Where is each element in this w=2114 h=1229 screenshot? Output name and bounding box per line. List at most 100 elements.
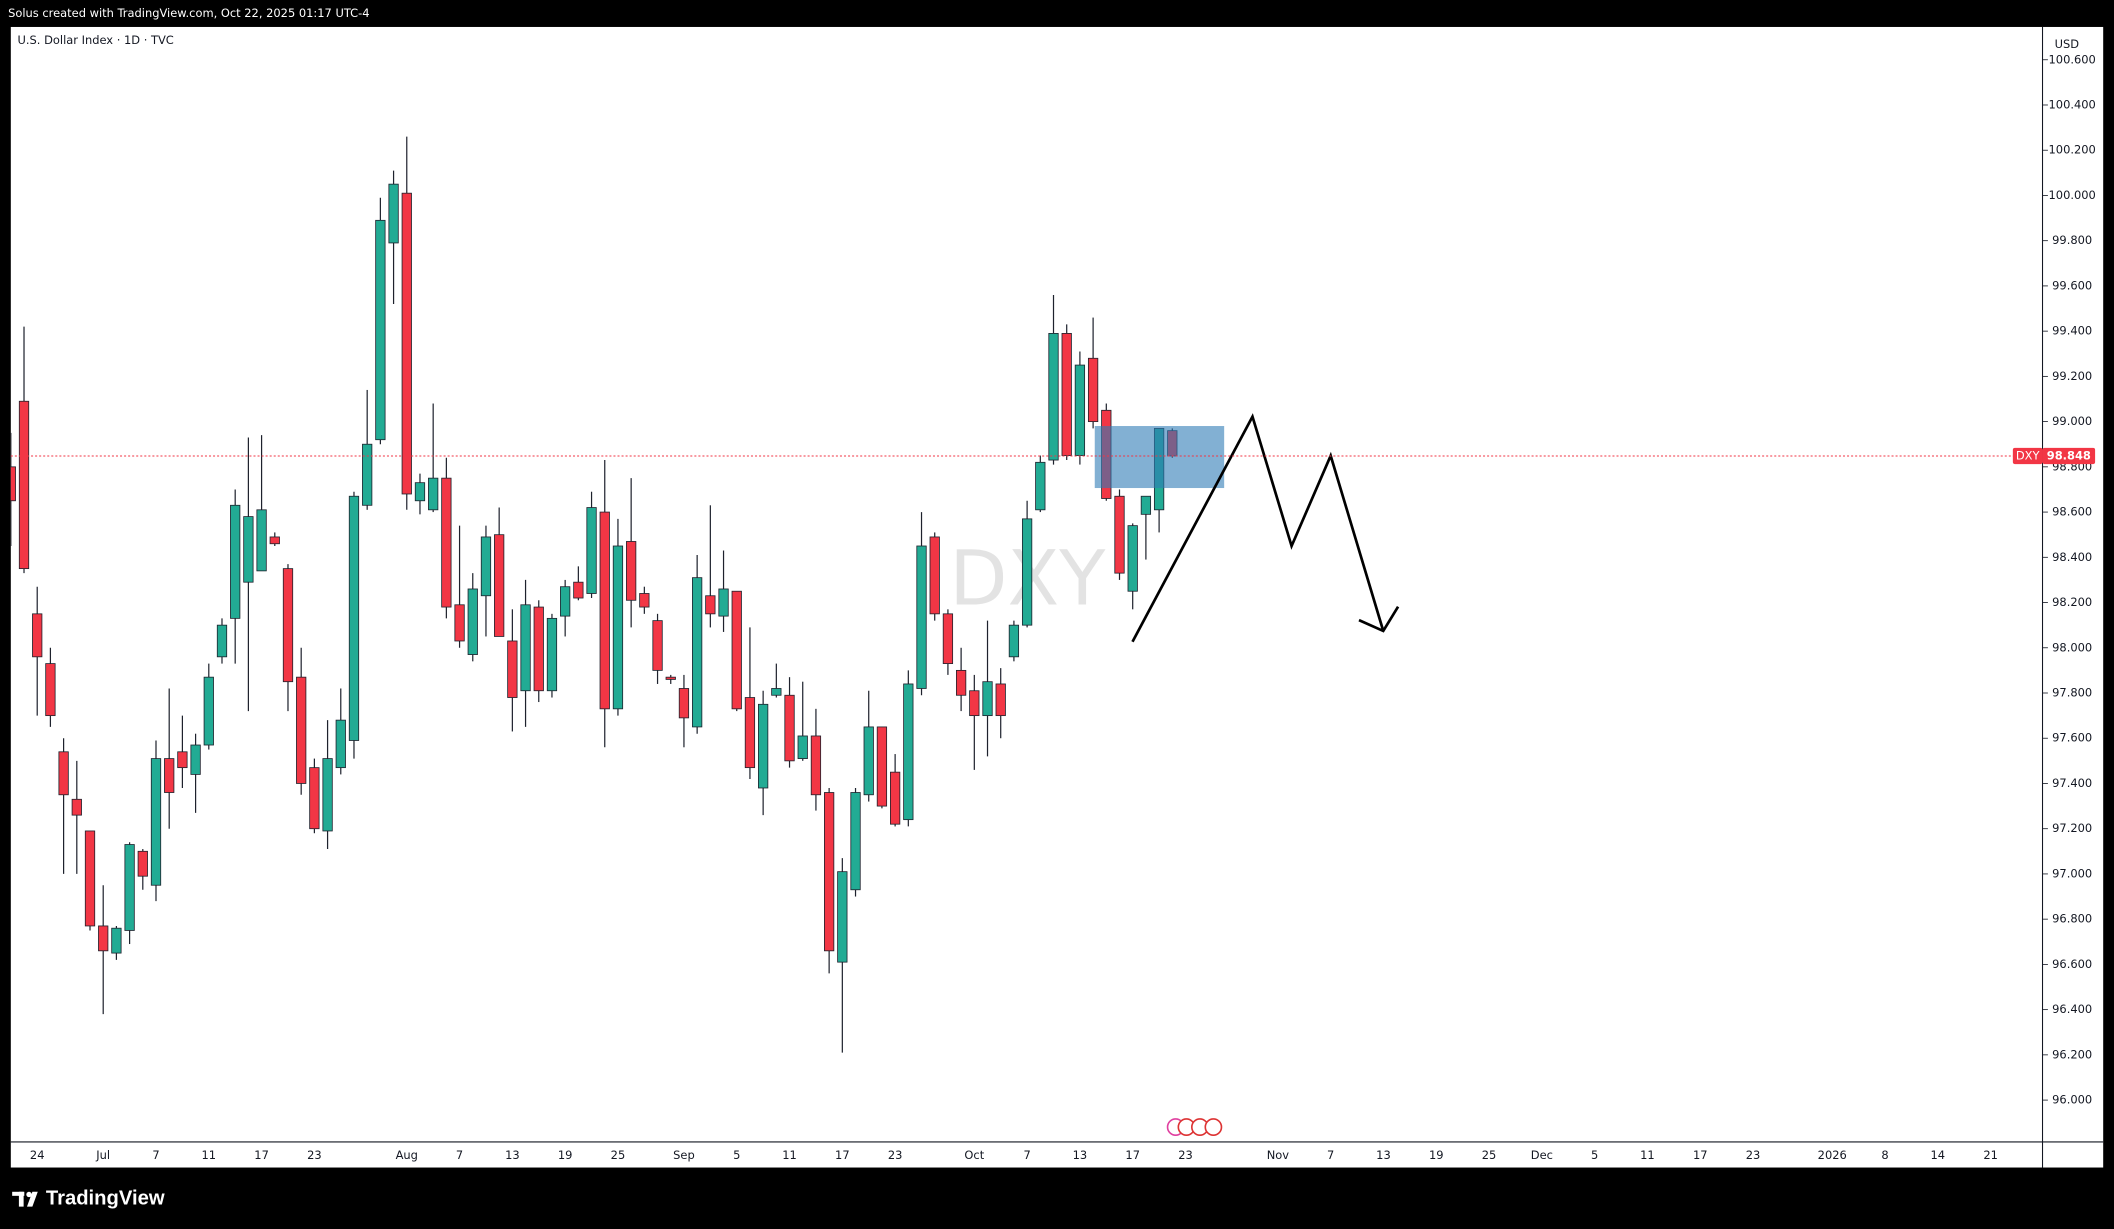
candle-body: [1127, 525, 1138, 592]
x-tick-label: 23: [1178, 1148, 1193, 1162]
x-tick-label: 5: [733, 1148, 740, 1162]
candle-body: [322, 758, 333, 832]
candle-body: [652, 620, 663, 671]
candle-body: [494, 534, 505, 637]
x-tick-label: 17: [1693, 1148, 1708, 1162]
x-tick-label: 7: [152, 1148, 159, 1162]
candle-body: [678, 688, 690, 719]
x-tick-label: 17: [254, 1148, 269, 1162]
candle-body: [784, 694, 795, 762]
x-tick-label: 23: [1746, 1148, 1761, 1162]
zone: [1094, 426, 1225, 489]
candle-body: [216, 624, 228, 658]
candle-body: [626, 541, 637, 601]
y-tick-label: 99.000: [2052, 414, 2092, 428]
x-tick-label: 23: [888, 1148, 903, 1162]
credit: Solus created with TradingView.com, Oct …: [8, 6, 369, 20]
candle-body: [10, 466, 16, 502]
y-tick-label: 99.600: [2052, 278, 2092, 292]
x-tick-label: 11: [1640, 1148, 1655, 1162]
candle-body: [32, 613, 43, 658]
candle-body: [916, 545, 927, 689]
candle-body: [665, 676, 676, 680]
candle-body: [309, 767, 320, 830]
candle-body: [256, 509, 267, 572]
candle-body: [533, 606, 544, 692]
y-tick-label: 98.200: [2052, 595, 2092, 609]
x-tick-label: 2026: [1818, 1148, 1847, 1162]
candle-body: [876, 726, 888, 807]
candle-body: [454, 604, 465, 642]
x-tick-label: Sep: [673, 1148, 695, 1162]
x-tick-label: 5: [1591, 1148, 1598, 1162]
candle-body: [362, 443, 373, 506]
logo: TradingView: [12, 1188, 165, 1210]
x-tick-label: 11: [202, 1148, 217, 1162]
candle-body: [837, 871, 848, 963]
candle-body: [243, 516, 254, 583]
projection-arrow: [1358, 605, 1400, 633]
candle-body: [1087, 357, 1099, 423]
candle-body: [863, 726, 874, 796]
event-icon[interactable]: [1204, 1118, 1223, 1136]
candle-body: [282, 568, 294, 683]
candle-body: [269, 536, 280, 545]
x-tick-label: Oct: [964, 1148, 984, 1162]
candle-body: [203, 676, 214, 746]
x-tick-label: 25: [1482, 1148, 1497, 1162]
x-tick-label: 17: [1125, 1148, 1140, 1162]
x-tick-label: Aug: [396, 1148, 418, 1162]
x-tick-label: 7: [1023, 1148, 1030, 1162]
x-tick-label: 14: [1931, 1148, 1946, 1162]
currency: USD: [2055, 37, 2080, 51]
chart-area: [10, 26, 2104, 1168]
y-tick-label: 100.200: [2049, 143, 2096, 157]
x-tick-label: 17: [835, 1148, 850, 1162]
y-tick-label: 98.600: [2052, 505, 2092, 519]
x-tick-label: Nov: [1267, 1148, 1290, 1162]
y-tick-label: 97.400: [2052, 776, 2092, 790]
candle-body: [150, 758, 162, 886]
y-tick-label: 97.800: [2052, 686, 2092, 700]
candle-body: [903, 683, 914, 821]
y-tick-label: 97.200: [2052, 821, 2092, 835]
candle-body: [507, 640, 518, 698]
candle-body: [1021, 518, 1033, 626]
last-price-label: 98.848: [2047, 448, 2091, 462]
y-tick-label: 100.000: [2049, 188, 2096, 202]
candle-body: [705, 595, 716, 615]
candle-body: [137, 850, 148, 877]
candle-body: [824, 792, 835, 952]
y-tick-label: 99.400: [2052, 324, 2092, 338]
candle-body: [84, 830, 96, 927]
candle-body: [401, 192, 412, 495]
candle-body: [111, 927, 122, 954]
candle-body: [164, 758, 175, 793]
candle-body: [45, 663, 56, 717]
candle-body: [599, 511, 610, 710]
logo-part: [18, 1191, 24, 1207]
event-icons[interactable]: [1166, 1118, 1223, 1136]
x-tick-label: Jul: [95, 1148, 110, 1162]
projection-path: [1131, 413, 1385, 643]
candle-body: [955, 669, 967, 696]
candle-body: [546, 617, 558, 692]
x-tick-label: 7: [456, 1148, 463, 1162]
y-tick-label: 98.000: [2052, 640, 2092, 654]
candle-body: [428, 477, 439, 511]
x-tick-label: 19: [1429, 1148, 1444, 1162]
x-tick-label: 13: [1376, 1148, 1391, 1162]
candle-body: [1008, 624, 1020, 658]
candle-body: [441, 477, 452, 608]
candle-body: [375, 219, 386, 441]
candle-body: [177, 751, 188, 769]
x-tick-label: 13: [1073, 1148, 1088, 1162]
y-tick-label: 98.400: [2052, 550, 2092, 564]
candle-body: [520, 604, 531, 692]
candle-body: [982, 681, 993, 717]
y-tick-label: 96.800: [2052, 912, 2092, 926]
x-tick-label: 23: [307, 1148, 322, 1162]
symbol-line: U.S. Dollar Index · 1D · TVC: [18, 33, 174, 47]
symbol-tag: [2012, 447, 2043, 465]
y-tick-label: 96.000: [2052, 1093, 2092, 1107]
